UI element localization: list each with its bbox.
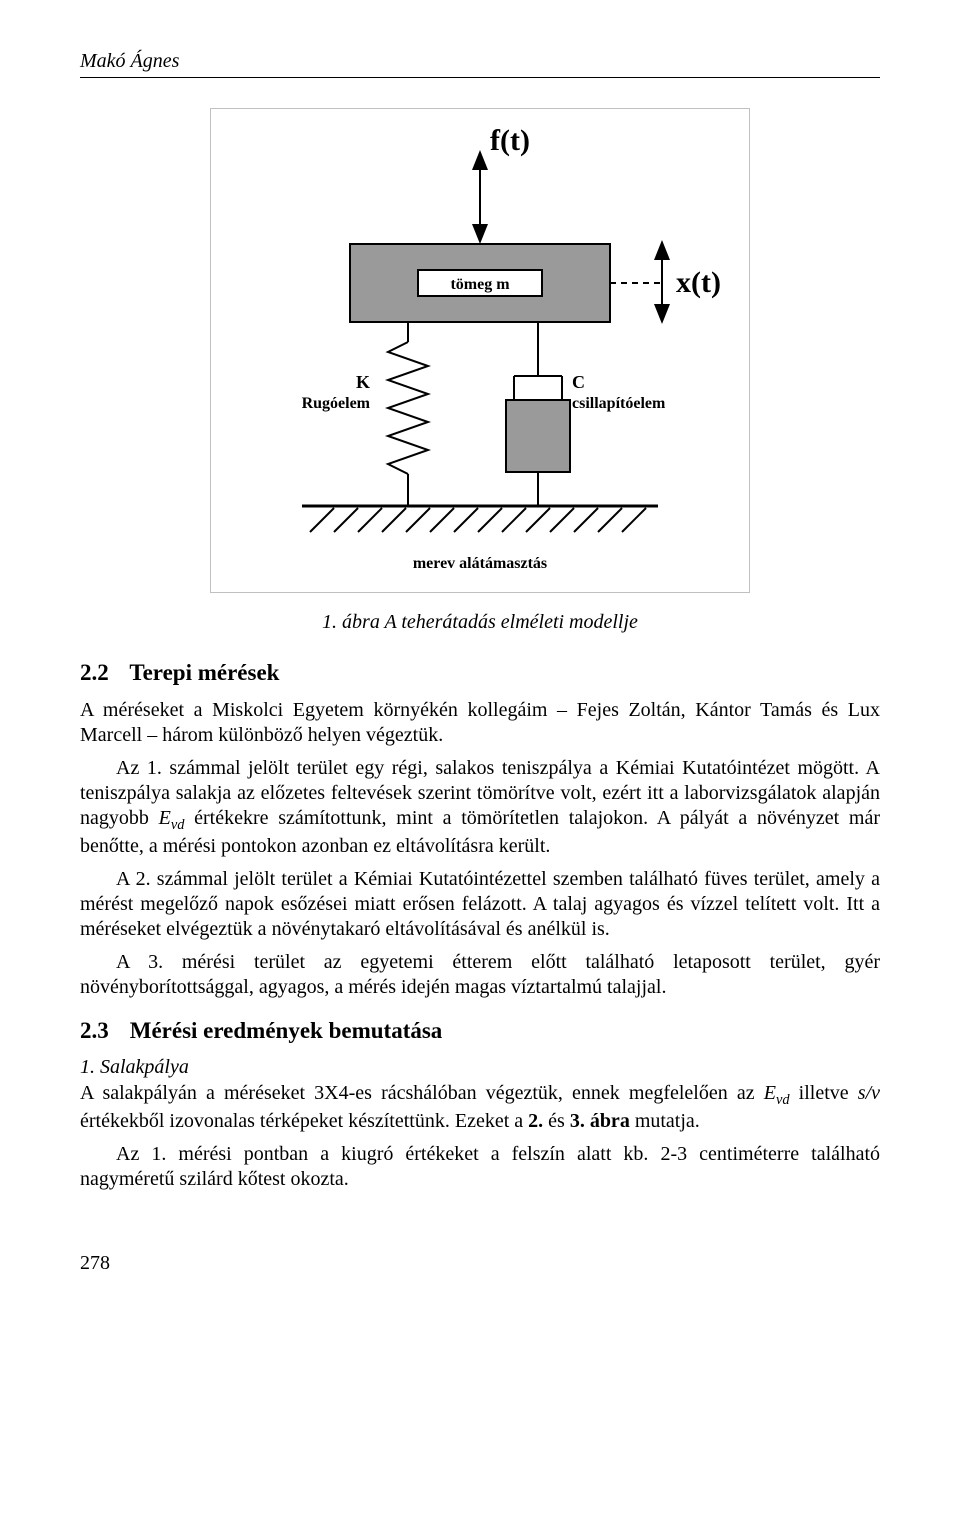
evd-symbol-2: Evd [764,1082,790,1104]
damper-c-label: C [572,372,585,392]
paragraph-1: A méréseket a Miskolci Egyetem környékén… [80,698,880,748]
p4e-text: és [543,1110,570,1132]
p4a-text: A salakpályán a méréseket 3X4-es rácshál… [80,1082,764,1104]
p4d-text: 2. [528,1110,543,1132]
p1a-text: A méréseket a Miskolci Egyetem környékén… [80,699,880,746]
page: Makó Ágnes f(t) tömeg m x(t) [0,0,960,1315]
diagram-svg: f(t) tömeg m x(t) K Rugóelem [210,108,750,593]
spring-k-label: K [356,372,370,392]
p4f-text: 3. ábra [570,1110,630,1132]
section-2-3-heading: 2.3 Mérési eredmények bemutatása [80,1018,880,1044]
evd-symbol: Evd [159,807,185,829]
spring-name-label: Rugóelem [302,395,371,412]
p4b-text: illetve [790,1082,858,1104]
paragraph-4: A salakpályán a méréseket 3X4-es rácshál… [80,1081,880,1134]
page-number: 278 [80,1252,880,1275]
running-head: Makó Ágnes [80,50,880,78]
paragraph-2: A 2. számmal jelölt terület a Kémiai Kut… [80,867,880,942]
figure-caption: 1. ábra A teherátadás elméleti modellje [80,611,880,634]
displacement-label: x(t) [676,266,721,299]
damper-name-label: csillapítóelem [572,395,666,412]
p4c-text: értékekből izovonalas térképeket készíte… [80,1110,528,1132]
section-2-2-title: Terepi mérések [129,660,279,685]
paragraph-1b: Az 1. számmal jelölt terület egy régi, s… [80,756,880,859]
ground-label: merev alátámasztás [413,555,547,572]
paragraph-5: Az 1. mérési pontban a kiugró értékeket … [80,1142,880,1192]
section-2-2-num: 2.2 [80,660,124,686]
figure-1: f(t) tömeg m x(t) K Rugóelem [80,108,880,634]
paragraph-3: A 3. mérési terület az egyetemi étterem … [80,950,880,1000]
section-2-2-heading: 2.2 Terepi mérések [80,660,880,686]
mass-label: tömeg m [450,276,510,293]
force-label: f(t) [490,124,530,157]
sv-symbol: s/v [858,1082,880,1104]
section-2-3-title: Mérési eredmények bemutatása [130,1018,443,1043]
p1c-text: értékekre számítottunk, mint a tömörítet… [80,807,880,857]
section-2-3-num: 2.3 [80,1018,124,1044]
p4g-text: mutatja. [630,1110,700,1132]
subheading-1: 1. Salakpálya [80,1056,880,1079]
